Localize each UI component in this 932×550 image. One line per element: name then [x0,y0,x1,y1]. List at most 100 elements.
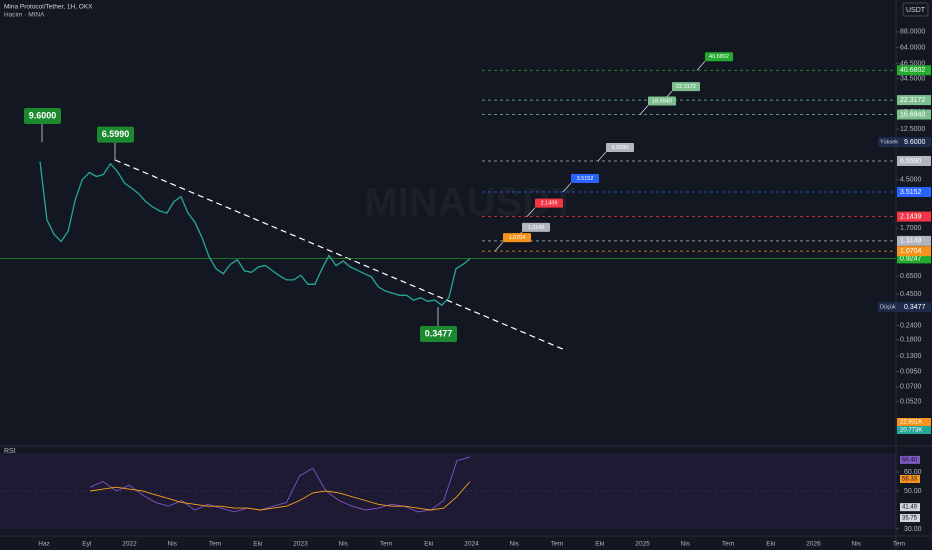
y-tick-label: 88.0000 [900,29,925,36]
level-connector [494,241,504,252]
level-box [705,52,733,62]
y-tick-label: 0.0700 [900,384,922,391]
axis-level-bg [897,65,931,76]
x-tick-label: Nis [681,541,691,548]
rsi-marker-bg [900,474,920,483]
rsi-title: RSI [4,448,16,455]
level-box [648,96,676,106]
level-connector [597,151,607,162]
axis-level-label: 16.6940 [900,111,925,118]
level-label: 22.3172 [676,84,696,90]
rsi-marker-bg [900,503,920,512]
volume-title: Hacim · MINA [4,12,45,19]
x-tick-label: Tem [380,541,392,548]
y-tick-label: 0.0950 [900,368,922,375]
y-tick-label: 0.2400 [900,322,922,329]
axis-level-label: 3.5152 [900,189,922,196]
volume-label-bg [897,426,931,434]
price-line [39,161,471,307]
rsi-tick-label: 50.00 [904,488,922,495]
callout-label: 9.6000 [29,110,57,120]
y-tick-label: 1.7000 [900,225,922,232]
axis-level-bg [897,246,931,257]
axis-level-label: 6.5590 [900,158,922,165]
rsi-tick-label: 30.00 [904,526,922,533]
y-tick-label: 64.0000 [900,45,925,52]
current-label: 0.9247 [900,255,922,262]
level-connector [639,105,649,115]
extreme-value: 0.3477 [904,304,926,311]
level-label: 2.1439 [541,201,558,207]
x-tick-label: Eki [595,541,604,548]
level-label: 1.3149 [528,225,545,231]
axis-level-label: 1.0704 [900,248,922,255]
currency-button[interactable] [902,2,929,17]
x-tick-label: Eki [424,541,433,548]
level-box [571,174,599,184]
y-tick-label: 0.0520 [900,398,922,405]
level-box [503,233,531,243]
rsi-marker: 35.75 [902,516,918,522]
y-tick-label: 0.4500 [900,291,922,298]
rsi-line [89,456,471,513]
level-box [672,82,700,92]
extreme-name: Düşük [880,305,896,311]
volume-label: 20.773K [900,428,922,434]
rsi-marker-bg [900,514,920,523]
x-tick-label: Nis [852,541,862,548]
y-tick-label: 12.5000 [900,126,925,133]
axis-level-bg [897,95,931,106]
extreme-bg [878,302,931,313]
level-connector [526,207,536,217]
x-tick-label: Nis [510,541,520,548]
level-box [606,142,634,152]
rsi-ma [89,481,471,511]
extreme-bg [878,137,931,148]
extreme-value: 9.6000 [904,139,926,146]
axis-level-bg [897,235,931,246]
level-label: 16.6940 [652,98,672,104]
x-tick-label: Tem [893,541,905,548]
x-tick-label: Tem [551,541,563,548]
rsi-marker: 41.49 [902,505,918,511]
x-tick-label: Nis [168,541,178,548]
axis-level-label: 40.6802 [900,67,925,74]
level-label: 40.6802 [709,54,729,60]
axis-level-label: 22.3172 [900,97,925,104]
y-tick-label: 4.5000 [900,177,922,184]
level-box [535,198,563,208]
x-tick-label: 2024 [464,541,479,548]
level-label: 6.5590 [612,145,629,151]
x-tick-label: Nis [339,541,349,548]
y-tick-label: 34.5000 [900,75,925,82]
extreme-name: Yüksek [880,139,898,145]
axis-level-label: 2.1439 [900,213,922,220]
x-tick-label: Tem [722,541,734,548]
callout-box [97,126,134,143]
level-connector [562,182,572,193]
level-box [522,222,550,232]
rsi-marker-bg [900,455,920,464]
y-tick-label: 0.6500 [900,273,922,280]
symbol-title: Mina Protocol/Tether, 1H, OKX [4,4,93,11]
x-tick-label: Eki [253,541,262,548]
currency[interactable]: USDT [906,7,926,14]
x-tick-label: 2023 [293,541,308,548]
axis-level-bg [897,187,931,198]
callout-box [24,108,61,125]
rsi-marker: 56.33 [902,477,918,483]
axis-level-bg [897,109,931,120]
x-tick-label: Eki [766,541,775,548]
axis-level-bg [897,155,931,166]
x-tick-label: 2025 [635,541,650,548]
y-tick-label: 0.1800 [900,337,922,344]
x-tick-label: 2026 [806,541,821,548]
level-connector [696,60,706,71]
axis-level-label: 1.3149 [900,238,922,245]
rsi-marker: 66.40 [902,457,918,463]
rsi-tick-label: 60.00 [904,469,922,476]
x-tick-label: Haz [38,541,50,548]
level-label: 3.5152 [577,176,594,182]
